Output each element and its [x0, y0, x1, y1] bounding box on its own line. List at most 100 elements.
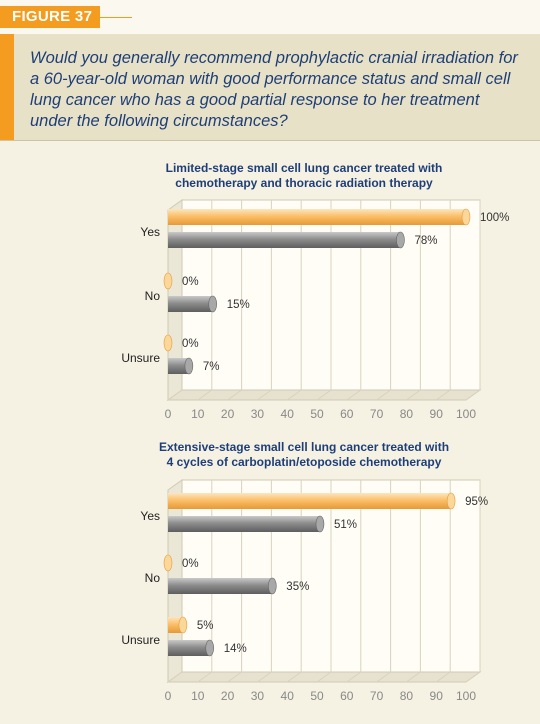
x-tick-label: 100 — [456, 407, 476, 421]
bar — [168, 231, 405, 249]
x-tick-label: 30 — [251, 407, 265, 421]
bar-body — [168, 516, 320, 532]
chart-title-line: Extensive-stage small cell lung cancer t… — [159, 440, 449, 454]
chart-1: Limited-stage small cell lung cancer tre… — [121, 161, 509, 421]
x-tick-label: 40 — [281, 407, 295, 421]
bar — [168, 295, 217, 313]
gridline-floor — [376, 671, 391, 683]
x-tick-label: 80 — [400, 689, 414, 703]
gridline-floor — [257, 671, 272, 683]
bar — [168, 616, 188, 634]
gridline-floor — [435, 389, 451, 401]
data-label: 100% — [480, 212, 509, 224]
category-label: No — [145, 571, 161, 585]
x-tick-label: 40 — [281, 689, 295, 703]
x-tick-label: 70 — [370, 689, 384, 703]
data-label: 5% — [197, 620, 214, 632]
gridline-floor — [465, 671, 481, 683]
bar — [168, 492, 456, 510]
bar — [163, 554, 173, 572]
chart-title-line: 4 cycles of carboplatin/etoposide chemot… — [167, 455, 442, 469]
data-label: 78% — [414, 235, 437, 247]
question-box: Would you generally recommend prophylact… — [0, 34, 540, 141]
gridline-floor — [406, 671, 421, 683]
gridline-floor — [227, 389, 242, 401]
chart-2: Extensive-stage small cell lung cancer t… — [121, 440, 488, 703]
x-tick-label: 90 — [430, 407, 444, 421]
x-tick-label: 90 — [430, 689, 444, 703]
bar-body — [168, 296, 213, 312]
data-label: 7% — [203, 361, 220, 373]
x-tick-label: 70 — [370, 407, 384, 421]
bar-cap — [163, 272, 173, 290]
x-tick-label: 0 — [165, 407, 172, 421]
x-tick-label: 20 — [221, 689, 235, 703]
gridline-floor — [316, 389, 332, 401]
gridline-floor — [227, 671, 242, 683]
question-accent-bar — [0, 34, 14, 140]
data-label: 95% — [465, 496, 488, 508]
bar-cap — [208, 295, 217, 313]
bar-cap — [184, 357, 194, 375]
chart-title-line: chemotherapy and thoracic radiation ther… — [175, 176, 433, 190]
category-label: Unsure — [121, 633, 160, 647]
chart-title-line: Limited-stage small cell lung cancer tre… — [166, 161, 443, 175]
data-label: 0% — [182, 338, 199, 350]
category-label: Yes — [140, 225, 160, 239]
data-label: 0% — [182, 558, 199, 570]
figure-label: FIGURE 37 — [0, 6, 100, 28]
bar-cap — [461, 208, 471, 226]
bar-body — [168, 493, 452, 509]
bar-cap — [315, 515, 325, 533]
bar-body — [168, 578, 273, 594]
x-tick-label: 0 — [165, 689, 172, 703]
gridline-floor — [167, 671, 183, 683]
bar-cap — [163, 334, 173, 352]
gridline-floor — [346, 671, 362, 683]
x-tick-label: 50 — [310, 689, 324, 703]
bar — [163, 334, 173, 352]
x-tick-label: 100 — [456, 689, 476, 703]
x-tick-label: 30 — [251, 689, 265, 703]
x-tick-label: 10 — [191, 407, 205, 421]
bar-cap — [163, 554, 173, 572]
bar-cap — [267, 577, 277, 595]
x-tick-label: 60 — [340, 689, 354, 703]
data-label: 51% — [334, 519, 357, 531]
data-label: 14% — [224, 643, 247, 655]
gridline-floor — [406, 389, 421, 401]
x-tick-label: 80 — [400, 407, 414, 421]
gridline-floor — [346, 389, 362, 401]
bar-body — [168, 232, 401, 248]
category-label: No — [145, 289, 161, 303]
bar — [168, 577, 277, 595]
category-label: Unsure — [121, 351, 160, 365]
bar — [168, 208, 471, 226]
gridline-floor — [257, 389, 272, 401]
gridline-floor — [465, 389, 481, 401]
bar — [168, 515, 325, 533]
header-bar: FIGURE 37 — [0, 0, 540, 34]
x-tick-label: 10 — [191, 689, 205, 703]
bar-body — [168, 358, 189, 374]
bar-cap — [446, 492, 456, 510]
category-label: Yes — [140, 509, 160, 523]
data-label: 0% — [182, 276, 199, 288]
question-text: Would you generally recommend prophylact… — [30, 49, 518, 130]
x-tick-label: 60 — [340, 407, 354, 421]
gridline-floor — [286, 671, 302, 683]
gridline-floor — [197, 671, 213, 683]
bar-cap — [396, 231, 405, 249]
gridline-floor — [316, 671, 332, 683]
x-tick-label: 20 — [221, 407, 235, 421]
gridline-floor — [435, 671, 451, 683]
bar — [163, 272, 173, 290]
data-label: 15% — [227, 299, 250, 311]
bar-cap — [178, 616, 188, 634]
gridline-floor — [167, 389, 183, 401]
figure-rule — [100, 17, 132, 18]
bar — [168, 639, 215, 657]
x-tick-label: 50 — [310, 407, 324, 421]
gridline-floor — [376, 389, 391, 401]
